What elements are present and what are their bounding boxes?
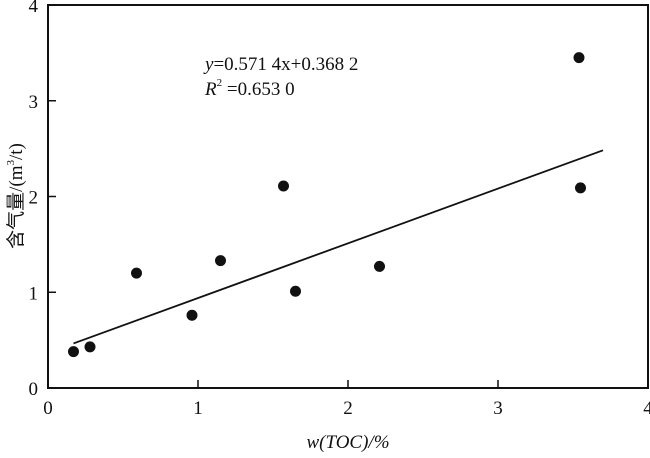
- regression-line: [73, 149, 604, 345]
- y-tick-label: 2: [29, 188, 39, 209]
- data-point: [68, 346, 79, 358]
- x-tick-label: 3: [493, 398, 503, 419]
- y-tick-label: 4: [29, 0, 39, 17]
- data-point: [84, 341, 96, 353]
- data-point: [374, 260, 385, 272]
- data-point: [215, 255, 226, 267]
- y-tick-label: 3: [29, 92, 39, 113]
- data-point: [131, 267, 142, 279]
- x-tick-label: 1: [193, 398, 203, 419]
- y-axis-label: 含气量/(m3/t): [5, 143, 27, 249]
- data-point: [186, 309, 198, 321]
- data-point: [573, 52, 585, 64]
- r2-annotation: R2 =0.653 0: [204, 77, 295, 100]
- x-tick-label: 2: [343, 398, 353, 419]
- x-axis-label: w(TOC)/%: [306, 432, 389, 453]
- data-point: [290, 285, 301, 297]
- y-tick-label: 1: [29, 283, 39, 304]
- y-tick-label: 0: [29, 379, 39, 400]
- data-point: [278, 180, 289, 192]
- x-tick-label: 4: [643, 398, 650, 419]
- x-tick-label: 0: [43, 398, 53, 419]
- data-point: [575, 182, 586, 194]
- equation-annotation: y=0.571 4x+0.368 2: [203, 54, 358, 75]
